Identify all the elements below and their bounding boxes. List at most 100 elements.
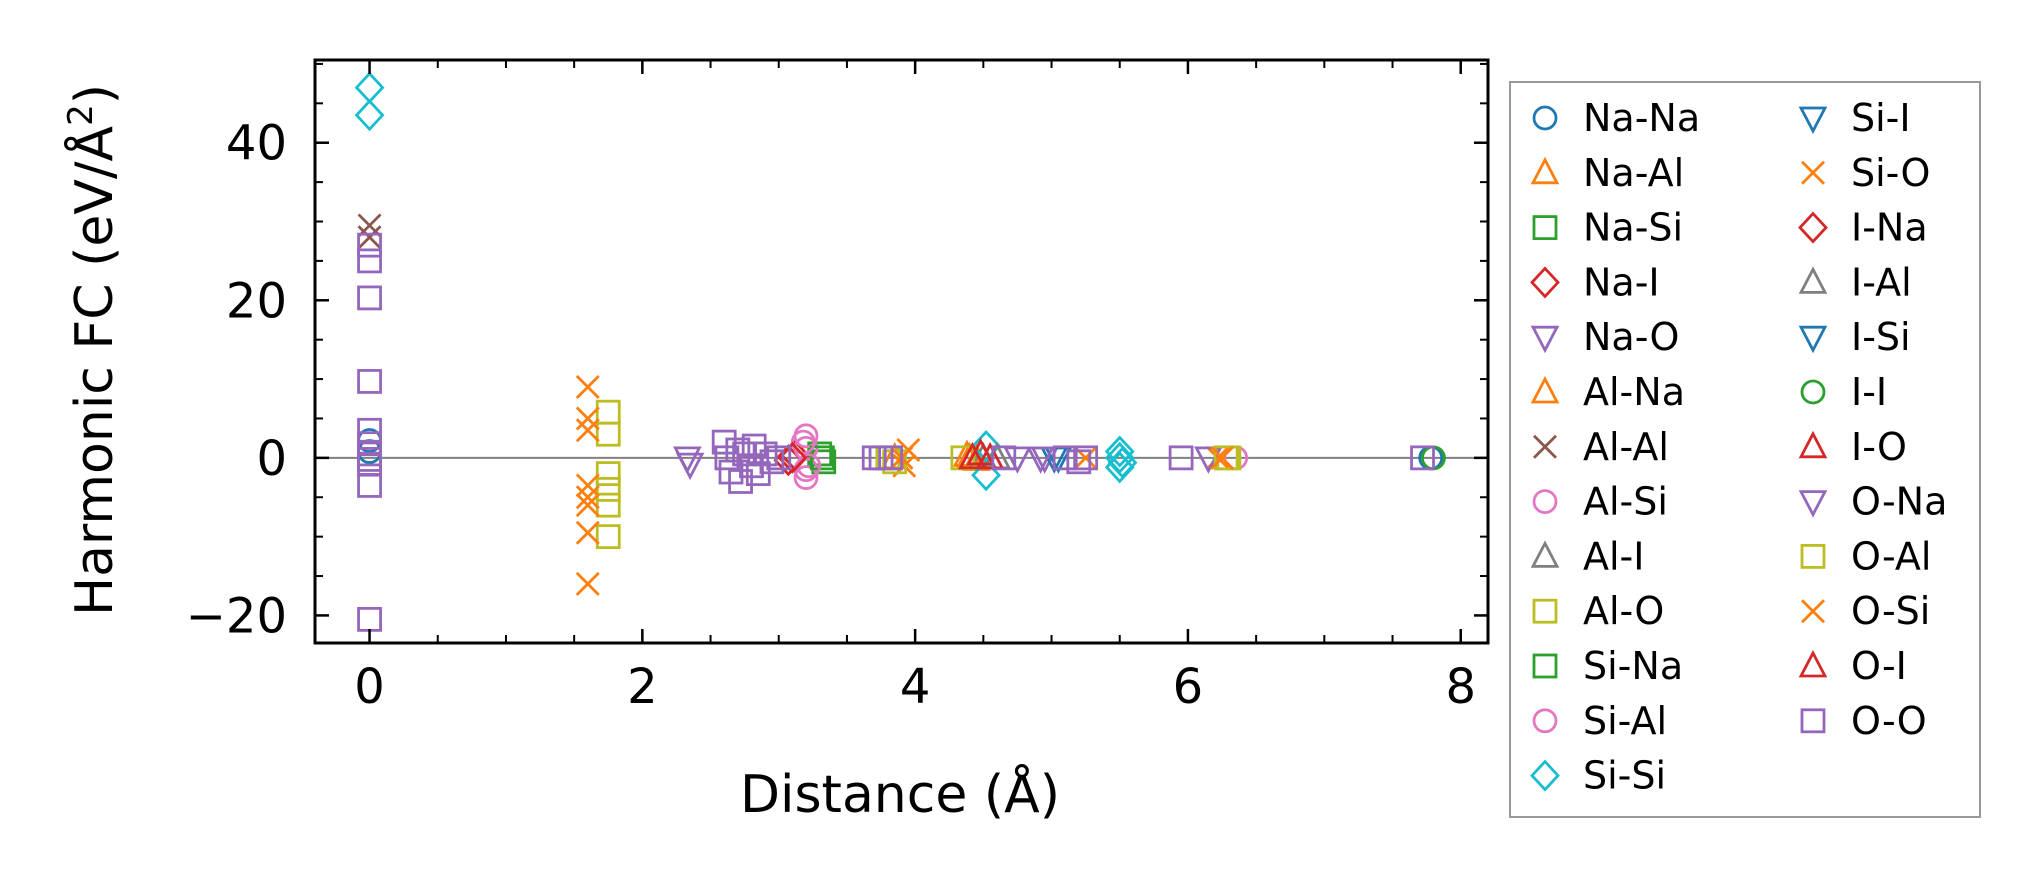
plot-area xyxy=(315,71,1488,632)
series-si-na xyxy=(809,445,835,471)
data-point xyxy=(595,421,621,447)
legend-item-i-si: I-Si xyxy=(1798,315,1911,359)
series-o-o xyxy=(357,232,1435,632)
legend-label: I-I xyxy=(1851,370,1887,414)
legend-item-al-i: Al-I xyxy=(1530,534,1644,578)
legend-marker xyxy=(1533,434,1557,459)
x-tick-label: 2 xyxy=(627,659,658,715)
legend-item-i-na: I-Na xyxy=(1798,206,1928,250)
legend-marker xyxy=(1800,708,1826,734)
data-point xyxy=(575,374,600,399)
y-axis-label-superscript: 2 xyxy=(61,104,101,126)
x-axis-label: Distance (Å) xyxy=(740,763,1060,825)
legend-label: Na-I xyxy=(1583,260,1660,304)
legend-label: O-O xyxy=(1851,699,1927,743)
legend-marker xyxy=(1798,106,1828,135)
data-point xyxy=(595,492,621,518)
legend-item-o-na: O-Na xyxy=(1798,480,1947,524)
y-axis-label-close: ) xyxy=(65,84,125,104)
legend-label: Si-Na xyxy=(1583,644,1683,688)
data-point xyxy=(575,406,600,431)
legend-label: Si-O xyxy=(1851,151,1930,195)
legend-item-na-al: Na-Al xyxy=(1530,151,1684,195)
x-tick-label: 0 xyxy=(354,659,385,715)
data-point xyxy=(1104,435,1135,468)
plot-frame xyxy=(313,58,1490,645)
legend-label: O-Al xyxy=(1851,534,1931,578)
legend-item-na-na: Na-Na xyxy=(1532,96,1700,140)
data-point xyxy=(1026,446,1055,474)
data-point xyxy=(878,445,903,471)
data-point xyxy=(357,606,382,632)
legend-marker xyxy=(1530,759,1560,792)
series-o-i xyxy=(975,441,1005,470)
data-point xyxy=(575,418,600,443)
data-point xyxy=(1210,445,1235,470)
legend-marker xyxy=(1800,379,1826,405)
data-point xyxy=(354,99,385,132)
data-point xyxy=(1168,445,1194,471)
y-axis-label-main: Harmonic FC (eV/Å xyxy=(63,125,125,616)
legend-label: Na-O xyxy=(1583,315,1679,359)
legend-label: Si-Al xyxy=(1583,699,1667,743)
legend-item-i-i: I-I xyxy=(1800,370,1887,414)
data-point xyxy=(354,71,385,104)
x-tick-label: 8 xyxy=(1445,659,1476,715)
legend-marker xyxy=(1798,325,1828,354)
legend-marker xyxy=(1530,540,1560,568)
legend-label: Al-Na xyxy=(1583,370,1685,414)
data-point xyxy=(357,369,382,394)
axes: 0 2 4 6 8 −20 0 20 40 xyxy=(186,58,1490,715)
legend-item-o-i: O-I xyxy=(1798,644,1907,688)
legend-marker xyxy=(1532,598,1558,624)
legend-marker xyxy=(1532,215,1558,241)
data-point xyxy=(793,465,819,490)
data-point xyxy=(575,473,600,498)
series-al-al xyxy=(357,213,382,250)
data-point xyxy=(575,485,600,510)
data-point xyxy=(595,524,621,550)
legend-label: Na-Na xyxy=(1583,96,1700,140)
y-tick-label: 40 xyxy=(226,116,287,172)
data-point xyxy=(575,520,600,545)
data-point xyxy=(1073,445,1099,471)
data-point xyxy=(971,459,1001,492)
legend-marker xyxy=(1798,490,1828,518)
legend-item-si-si: Si-Si xyxy=(1530,754,1666,798)
data-point xyxy=(1104,451,1135,484)
legend-marker xyxy=(1801,160,1825,185)
legend-label: Na-Si xyxy=(1583,206,1683,250)
data-point xyxy=(809,445,835,471)
legend-item-al-al: Al-Al xyxy=(1533,425,1669,469)
legend-item-si-al: Si-Al xyxy=(1532,699,1667,743)
legend-label: O-Si xyxy=(1851,589,1930,633)
legend-label: I-O xyxy=(1851,425,1907,469)
data-point xyxy=(575,493,600,518)
legend-marker xyxy=(1530,325,1560,354)
legend-marker xyxy=(1530,375,1560,404)
legend-label: Si-Si xyxy=(1583,754,1666,798)
series-al-o xyxy=(595,399,1242,550)
data-point xyxy=(991,445,1017,471)
legend-label: Al-O xyxy=(1583,589,1664,633)
data-point xyxy=(1066,449,1092,475)
data-point xyxy=(766,445,792,471)
data-point xyxy=(752,441,778,467)
legend-marker xyxy=(1800,544,1826,569)
data-point xyxy=(595,476,621,502)
data-point xyxy=(1003,446,1032,474)
y-axis-label: Harmonic FC (eV/Å2) xyxy=(61,84,125,616)
y-tick-label: −20 xyxy=(186,588,287,644)
legend-marker xyxy=(1532,105,1558,131)
y-tick-label: 0 xyxy=(256,431,287,487)
legend-item-o-si: O-Si xyxy=(1801,589,1930,633)
data-point xyxy=(357,232,382,258)
legend-label: O-I xyxy=(1851,644,1907,688)
legend-frame xyxy=(1509,81,1981,818)
series-si-si xyxy=(354,71,1138,492)
x-tick-label: 6 xyxy=(1173,659,1204,715)
data-point xyxy=(958,441,987,470)
legend-item-na-o: Na-O xyxy=(1530,315,1679,359)
legend-marker xyxy=(1532,653,1558,679)
